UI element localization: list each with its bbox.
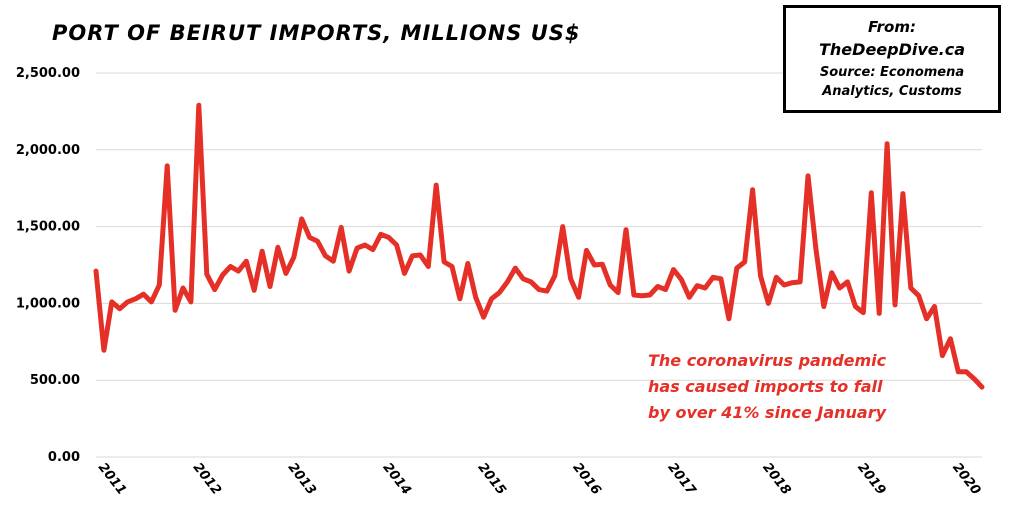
y-axis-ticks: 0.00 500.00 1,000.00 1,500.00 2,000.00 2,500.…: [16, 66, 80, 465]
y-tick-label: 0.00: [48, 450, 80, 465]
x-tick-label: 2016: [569, 460, 603, 498]
x-tick-label: 2011: [95, 460, 129, 498]
x-tick-label: 2013: [285, 460, 319, 498]
y-tick-label: 1,000.00: [16, 296, 80, 311]
y-tick-label: 2,500.00: [16, 66, 80, 81]
chart-title: PORT OF BEIRUT IMPORTS, MILLIONS US$: [52, 21, 581, 45]
x-tick-label: 2019: [854, 460, 888, 498]
x-tick-label: 2018: [759, 460, 793, 498]
x-tick-label: 2012: [190, 460, 224, 498]
annotation-line: The coronavirus pandemic: [648, 351, 887, 370]
x-tick-label: 2017: [664, 460, 699, 498]
y-tick-label: 2,000.00: [16, 143, 80, 158]
annotation-line: has caused imports to fall: [648, 377, 883, 396]
source-from-label: From:: [868, 17, 916, 36]
x-axis-ticks: 2011 2012 2013 2014 2015 2016 2017 2018 2019 2020: [95, 460, 983, 498]
y-tick-label: 500.00: [30, 373, 80, 388]
y-tick-label: 1,500.00: [16, 220, 80, 235]
x-tick-label: 2015: [475, 460, 509, 498]
imports-series-line: [93, 102, 985, 390]
pandemic-annotation: The coronavirus pandemic has caused impor…: [648, 351, 887, 422]
source-box: From: TheDeepDive.ca Source: Economena A…: [783, 5, 1001, 113]
source-credit-line1: Source: Economena: [819, 64, 965, 80]
x-tick-label: 2020: [949, 460, 983, 498]
annotation-line: by over 41% since January: [648, 403, 887, 422]
source-credit-line2: Analytics, Customs: [822, 83, 962, 99]
x-tick-label: 2014: [380, 460, 414, 498]
source-website: TheDeepDive.ca: [819, 39, 965, 59]
